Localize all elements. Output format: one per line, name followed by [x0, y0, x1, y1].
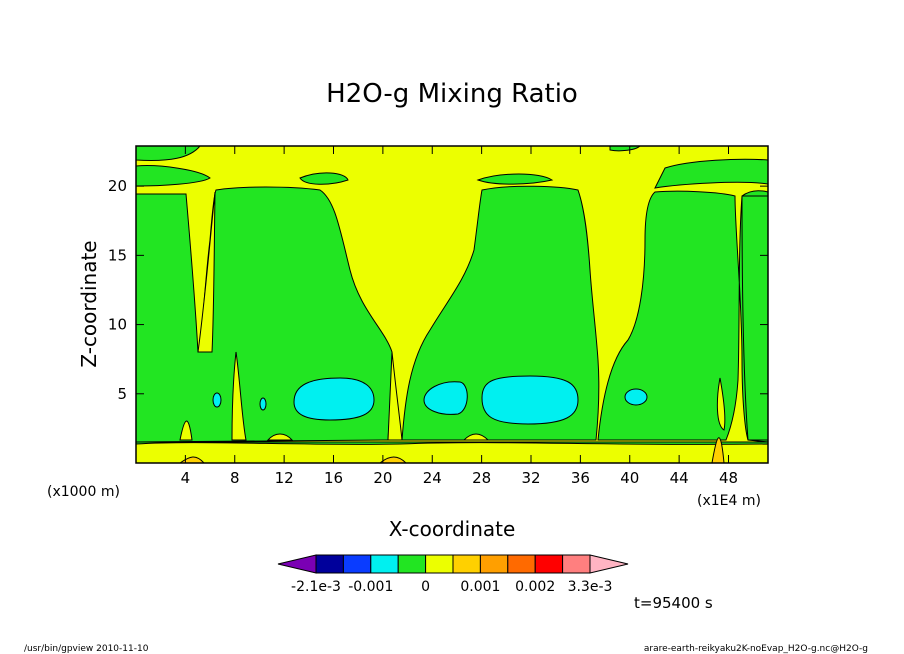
- y-tick-label: 15: [108, 246, 127, 264]
- contour-fill-top-band-6: [476, 173, 554, 185]
- y-tick-label: 5: [117, 385, 127, 403]
- x-tick-label: 36: [571, 469, 590, 487]
- colorbar-label: -0.001: [348, 579, 393, 595]
- contour-fill-cyan-4: [624, 388, 648, 406]
- colorbar-swatch: [315, 554, 344, 574]
- x-tick-label: 20: [373, 469, 392, 487]
- footer-left: /usr/bin/gpview 2010-11-10: [24, 644, 149, 654]
- colorbar-label: -2.1e-3: [291, 579, 341, 595]
- contour-fill-top-band-3: [654, 158, 768, 189]
- contour-fill-yellow-bump-1: [179, 420, 193, 441]
- contour-fill-top-band-2: [136, 165, 211, 187]
- contour-fill-green-strip: [741, 195, 768, 441]
- contour-fill-cyan-1: [293, 377, 375, 421]
- contour-fill-yellow-col-4: [716, 377, 726, 431]
- colorbar-swatch: [479, 554, 509, 574]
- x-tick-label: 40: [620, 469, 639, 487]
- colorbar-label: 0: [421, 579, 430, 595]
- x-tick-label: 28: [472, 469, 491, 487]
- y-tick-label: 20: [108, 177, 127, 195]
- contour-fill-cyan-6: [259, 397, 267, 411]
- colorbar-label: 3.3e-3: [568, 579, 613, 595]
- x-tick-label: 4: [181, 469, 191, 487]
- colorbar: -2.1e-3 -0.001 0 0.001 0.002 3.3e-3: [277, 554, 629, 595]
- contour-fill-top-band-5: [299, 172, 349, 185]
- colorbar-swatch: [342, 554, 372, 574]
- colorbar-swatch: [534, 554, 564, 574]
- colorbar-swatch: [370, 554, 399, 574]
- colorbar-label: 0.001: [460, 579, 500, 595]
- plot-area: [135, 145, 769, 464]
- contour-fill-yellow-floor: [136, 442, 768, 463]
- contour-fill-yellow-col-2: [387, 351, 403, 441]
- y-axis-label: Z-coordinate: [77, 240, 101, 367]
- colorbar-swatch: [425, 554, 454, 574]
- chart-title: H2O-g Mixing Ratio: [326, 79, 578, 109]
- colorbar-max-arrow: [589, 554, 629, 574]
- footer-right: arare-earth-reikyaku2K-noEvap_H2O-g.nc@H…: [644, 644, 868, 654]
- colorbar-swatch: [507, 554, 536, 574]
- x-tick-label: 32: [521, 469, 540, 487]
- plot-frame: [135, 145, 769, 464]
- x-tick-label: 44: [670, 469, 689, 487]
- contour-fill-cyan-3: [423, 381, 468, 415]
- time-label: t=95400 s: [634, 594, 713, 612]
- x-tick-label: 48: [719, 469, 738, 487]
- x-axis-label: X-coordinate: [389, 517, 516, 541]
- contour-fill-yellow-col-3: [231, 351, 247, 441]
- x-unit-right: (x1E4 m): [697, 493, 761, 509]
- contour-fill-yellow-bump-3: [462, 433, 490, 441]
- contour-fill-cyan-5: [212, 392, 222, 408]
- colorbar-label: 0.002: [515, 579, 555, 595]
- y-tick-label: 10: [108, 316, 127, 334]
- contour-fill-yellow-col-1: [197, 191, 216, 353]
- contour-fill-cyan-2: [481, 375, 579, 425]
- colorbar-swatch: [452, 554, 481, 574]
- contour-fill-green-right: [597, 190, 768, 443]
- contour-fill-yellow-bump-2: [266, 433, 294, 441]
- colorbar-min-arrow: [277, 554, 317, 574]
- colorbar-swatch: [397, 554, 427, 574]
- x-tick-label: 16: [324, 469, 343, 487]
- y-axis: 5 10 15 20: [108, 177, 768, 403]
- x-axis: 4 8 12 16 20 24 28 32 36 40 44 48: [181, 146, 738, 487]
- x-tick-label: 12: [275, 469, 294, 487]
- colorbar-swatch: [562, 554, 591, 574]
- x-unit-left: (x1000 m): [47, 484, 120, 500]
- x-tick-label: 24: [423, 469, 442, 487]
- x-tick-label: 8: [230, 469, 240, 487]
